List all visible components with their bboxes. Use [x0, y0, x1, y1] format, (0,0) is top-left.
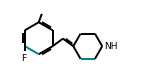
Text: F: F [22, 54, 27, 63]
Text: NH: NH [104, 42, 118, 51]
